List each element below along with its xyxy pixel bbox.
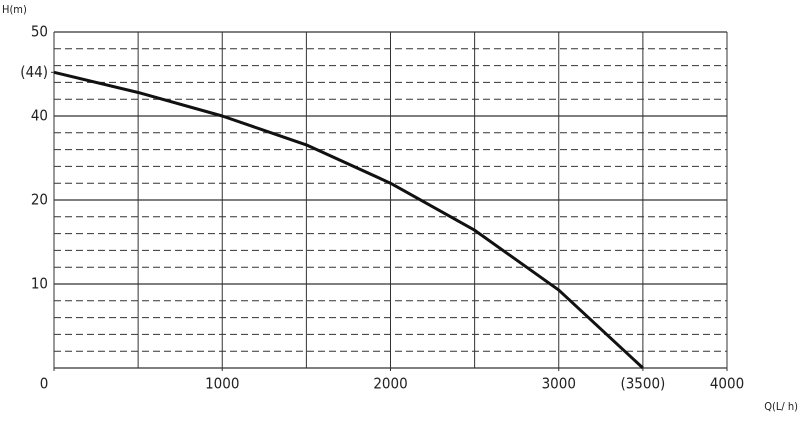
- x-tick-label: 0: [40, 375, 49, 393]
- y-tick-label: 10: [31, 275, 48, 293]
- x-tick-label: 3000: [542, 375, 576, 393]
- y-tick-label: (44): [20, 63, 48, 81]
- y-tick-label: 20: [31, 191, 48, 209]
- y-tick-label: 50: [31, 23, 48, 41]
- x-tick-label: 4000: [710, 375, 744, 393]
- x-tick-label: (3500): [620, 375, 665, 393]
- y-tick-label: 40: [31, 107, 48, 125]
- x-axis-title: Q(L/ h): [764, 400, 798, 413]
- x-tick-label: 1000: [205, 375, 239, 393]
- pump-curve: [53, 70, 644, 370]
- y-axis-title: H(m): [2, 3, 27, 16]
- x-tick-label: 2000: [373, 375, 407, 393]
